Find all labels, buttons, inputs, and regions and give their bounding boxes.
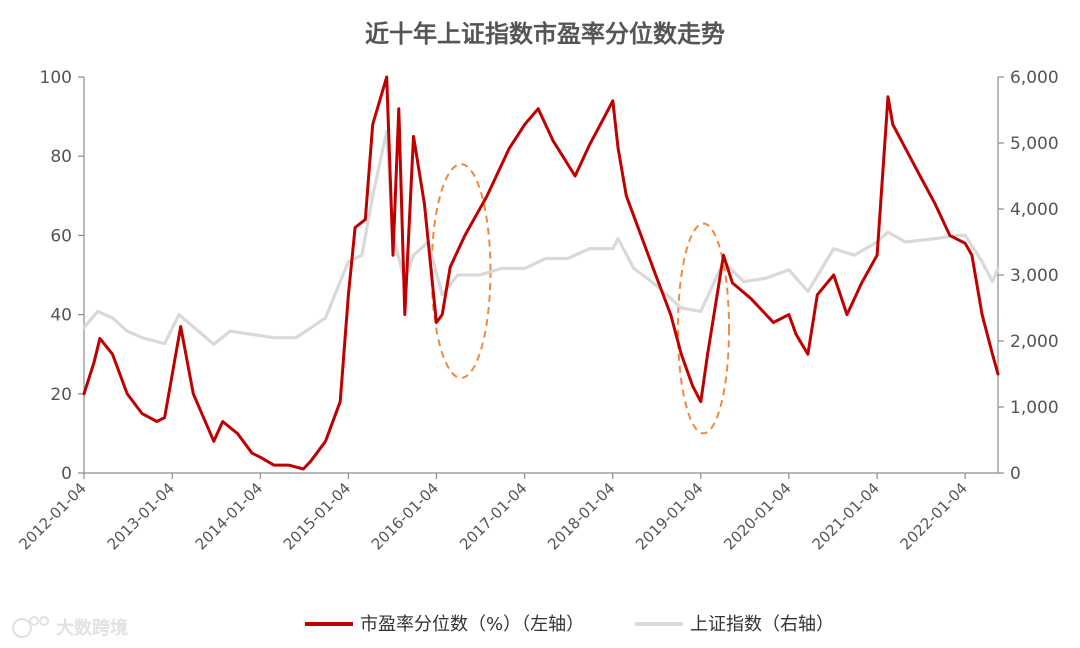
y-right-tick-label: 1,000 — [1010, 398, 1059, 418]
series-line-index — [82, 129, 1000, 346]
legend: 市盈率分位数（%）（左轴） 上证指数（右轴） — [305, 614, 834, 635]
highlight-ellipse-2016 — [430, 163, 492, 379]
watermark: 大数跨境 — [12, 616, 128, 639]
x-tick-label: 2017-01-04 — [456, 479, 530, 553]
y-left-tick-label: 20 — [50, 385, 72, 405]
y-right-tick-label: 3,000 — [1010, 266, 1059, 286]
x-tick-label: 2021-01-04 — [809, 479, 883, 553]
x-tick-label: 2014-01-04 — [192, 479, 266, 553]
y-left-tick-label: 80 — [50, 147, 72, 167]
x-tick-label: 2012-01-04 — [15, 479, 89, 553]
series-line-pe — [82, 75, 1000, 471]
y-right-tick-label: 5,000 — [1010, 134, 1059, 154]
legend-label-index: 上证指数（右轴） — [690, 614, 834, 635]
y-right-tick-label: 0 — [1010, 464, 1021, 484]
x-tick-label: 2015-01-04 — [280, 479, 354, 553]
y-right-tick-label: 2,000 — [1010, 332, 1059, 352]
x-tick-label: 2013-01-04 — [104, 479, 178, 553]
x-tick-label: 2019-01-04 — [632, 479, 706, 553]
y-left-tick-label: 100 — [40, 68, 72, 88]
chart-title: 近十年上证指数市盈率分位数走势 — [365, 20, 725, 48]
watermark-text: 大数跨境 — [56, 617, 128, 639]
y-left-tick-label: 0 — [61, 464, 72, 484]
x-tick-label: 2020-01-04 — [720, 479, 794, 553]
y-right-tick-label: 4,000 — [1010, 200, 1059, 220]
x-tick-label: 2016-01-04 — [368, 479, 442, 553]
highlight-ellipses — [430, 163, 731, 435]
x-tick-label: 2018-01-04 — [544, 479, 618, 553]
weibo-logo-icon — [12, 616, 49, 638]
legend-label-pe: 市盈率分位数（%）（左轴） — [360, 614, 584, 635]
y-left-tick-label: 40 — [50, 306, 72, 326]
y-right-tick-label: 6,000 — [1010, 68, 1059, 88]
x-tick-label: 2022-01-04 — [897, 479, 971, 553]
series-layer — [82, 75, 1000, 471]
y-left-tick-label: 60 — [50, 226, 72, 246]
highlight-ellipse-2019 — [676, 222, 731, 435]
